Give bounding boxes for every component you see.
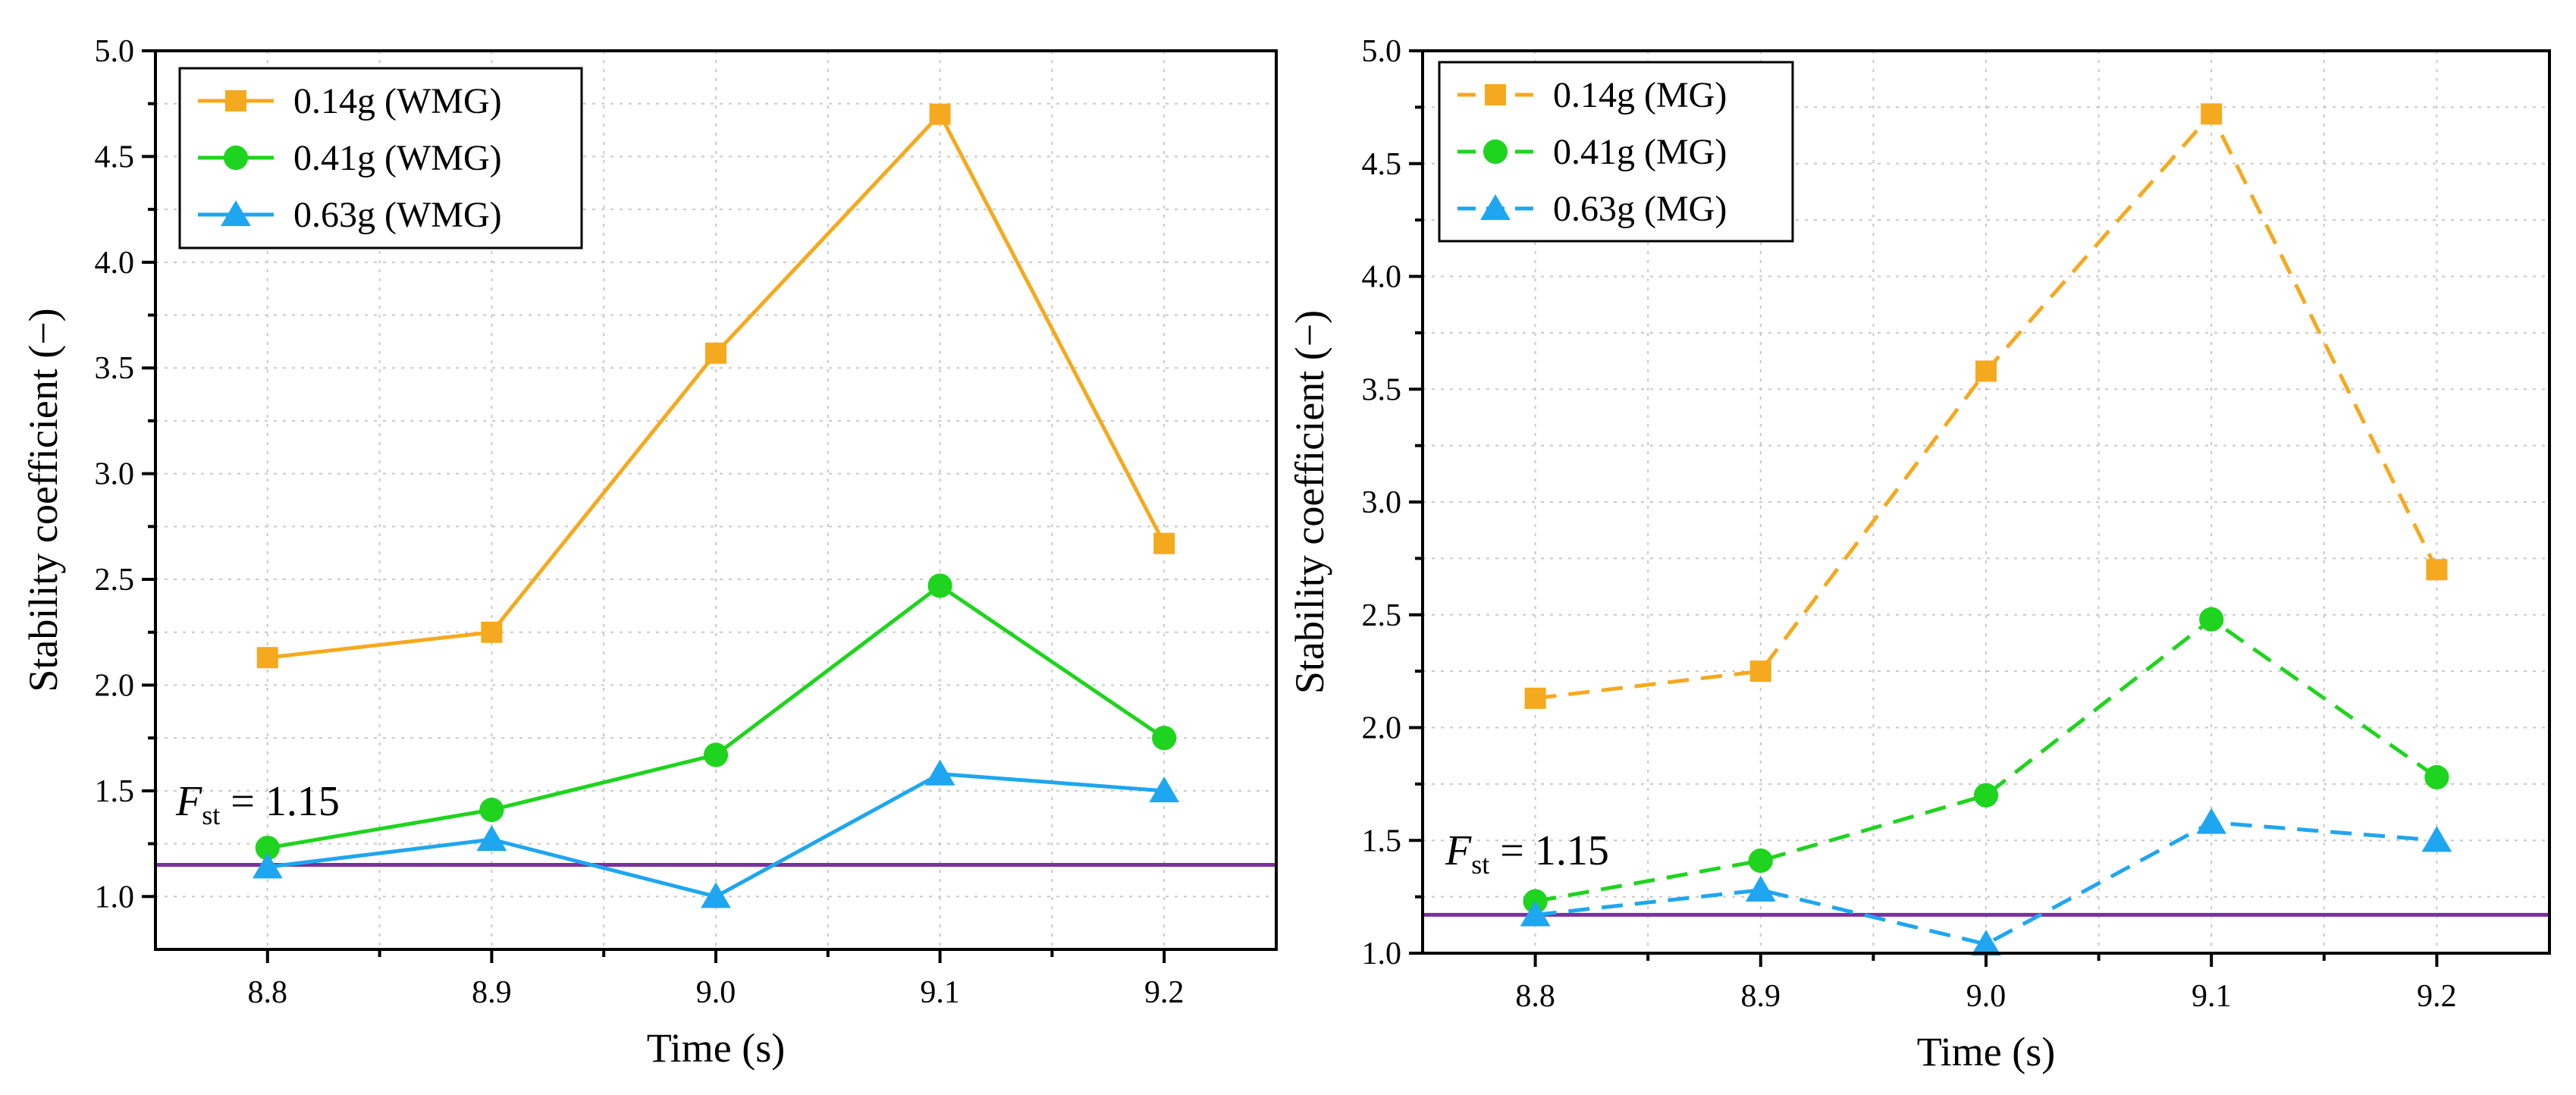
data-point (2196, 808, 2227, 834)
x-tick-label: 8.8 (248, 975, 288, 1010)
data-point (1149, 776, 1180, 803)
data-point (481, 621, 503, 643)
data-point (2424, 764, 2449, 790)
y-tick-label: 2.5 (1362, 598, 1402, 633)
data-point (1973, 783, 1999, 808)
data-point (252, 852, 283, 879)
data-point (479, 797, 504, 823)
data-point (2421, 826, 2452, 852)
y-tick-label: 1.5 (1362, 824, 1402, 858)
y-tick-label: 2.5 (95, 563, 135, 598)
y-tick-label: 2.0 (95, 668, 135, 703)
data-point (1152, 726, 1177, 751)
y-tick-label: 1.5 (95, 774, 135, 809)
legend-label: 0.14g (WMG) (293, 81, 502, 121)
x-tick-label: 9.0 (1966, 979, 2007, 1014)
chart-2: 8.8 8.9 9.0 9.1 9.2 1.0 1.5 2.0 2.5 3.0 3.5 4.0 4.5 5… (1287, 34, 2551, 1075)
y-tick-label: 4.0 (1362, 260, 1402, 295)
series-0.41g (WMG) (255, 573, 1177, 861)
y-tick-label: 4.0 (95, 246, 135, 281)
x-tick-label: 8.9 (1741, 979, 1781, 1014)
legend-label: 0.14g (MG) (1553, 75, 1727, 115)
legend-label: 0.41g (MG) (1553, 132, 1727, 172)
x-axis-title: Time (s) (647, 1025, 786, 1071)
y-tick-label: 3.5 (1362, 372, 1402, 407)
series-0.63g (MG) (1520, 808, 2452, 956)
data-point (2199, 607, 2224, 632)
data-point (476, 825, 507, 852)
y-tick-label: 1.0 (1362, 937, 1402, 971)
data-point (256, 647, 278, 669)
y-tick-label: 3.0 (95, 457, 135, 492)
series-0.14g (WMG) (256, 103, 1175, 669)
fst-label: Fst = 1.15 (175, 778, 340, 830)
x-tick-label: 9.1 (2192, 979, 2232, 1014)
x-tick-label: 8.8 (1515, 979, 1555, 1014)
y-axis-title: Stability coefficient (−) (20, 308, 66, 692)
y-tick-label: 3.5 (95, 351, 135, 386)
legend-label: 0.41g (WMG) (293, 138, 502, 178)
legend-label: 0.63g (MG) (1553, 189, 1727, 229)
y-tick-label: 1.0 (95, 880, 135, 915)
series-line (1535, 617, 2438, 904)
data-point (1749, 660, 1771, 682)
data-point (1745, 875, 1776, 902)
x-tick-label: 9.2 (2417, 979, 2457, 1014)
y-tick-label: 4.5 (95, 140, 135, 174)
x-tick-label: 9.1 (920, 975, 960, 1010)
legend-marker (1483, 139, 1508, 165)
series-line (1535, 820, 2437, 946)
data-point (927, 573, 952, 598)
series-0.63g (WMG) (252, 759, 1180, 908)
legend-marker (1485, 84, 1506, 105)
data-point (701, 882, 731, 908)
data-point (2201, 103, 2223, 125)
x-tick-label: 9.2 (1144, 975, 1184, 1010)
y-tick-label: 4.5 (1362, 147, 1402, 182)
data-point (705, 342, 726, 364)
data-point (1153, 532, 1175, 554)
series-0.41g (MG) (1523, 607, 2449, 914)
y-tick-label: 2.0 (1362, 711, 1402, 746)
legend: 0.14g (WMG) 0.41g (WMG) 0.63g (WMG) (178, 67, 583, 249)
data-point (1971, 930, 2001, 956)
x-axis-title: Time (s) (1917, 1029, 2056, 1075)
data-point (1524, 687, 1546, 709)
data-point (929, 103, 951, 125)
legend-marker (221, 200, 251, 227)
data-point (1975, 360, 1997, 382)
y-axis-title: Stability coefficient (−) (1287, 310, 1332, 694)
legend-marker (225, 90, 246, 111)
legend-marker (223, 145, 249, 171)
y-tick-label: 5.0 (95, 34, 135, 69)
data-point (255, 836, 280, 861)
chart-1: 8.8 8.9 9.0 9.1 9.2 1.0 1.5 2.0 2.5 3.0 3.5 4.0 4.5 5… (20, 34, 1278, 1071)
legend-marker (1480, 194, 1511, 221)
x-tick-label: 8.9 (472, 975, 512, 1010)
data-point (924, 759, 955, 786)
legend: 0.14g (MG) 0.41g (MG) 0.63g (MG) (1438, 61, 1794, 243)
data-point (2426, 559, 2448, 581)
data-point (1748, 848, 1773, 874)
y-tick-label: 3.0 (1362, 485, 1402, 520)
legend-label: 0.63g (WMG) (293, 195, 502, 235)
fst-label: Fst = 1.15 (1445, 827, 1609, 880)
data-point (703, 742, 729, 767)
y-tick-label: 5.0 (1362, 34, 1402, 69)
series-0.14g (MG) (1524, 103, 2448, 709)
x-tick-label: 9.0 (696, 975, 736, 1010)
data-point (1520, 900, 1551, 927)
